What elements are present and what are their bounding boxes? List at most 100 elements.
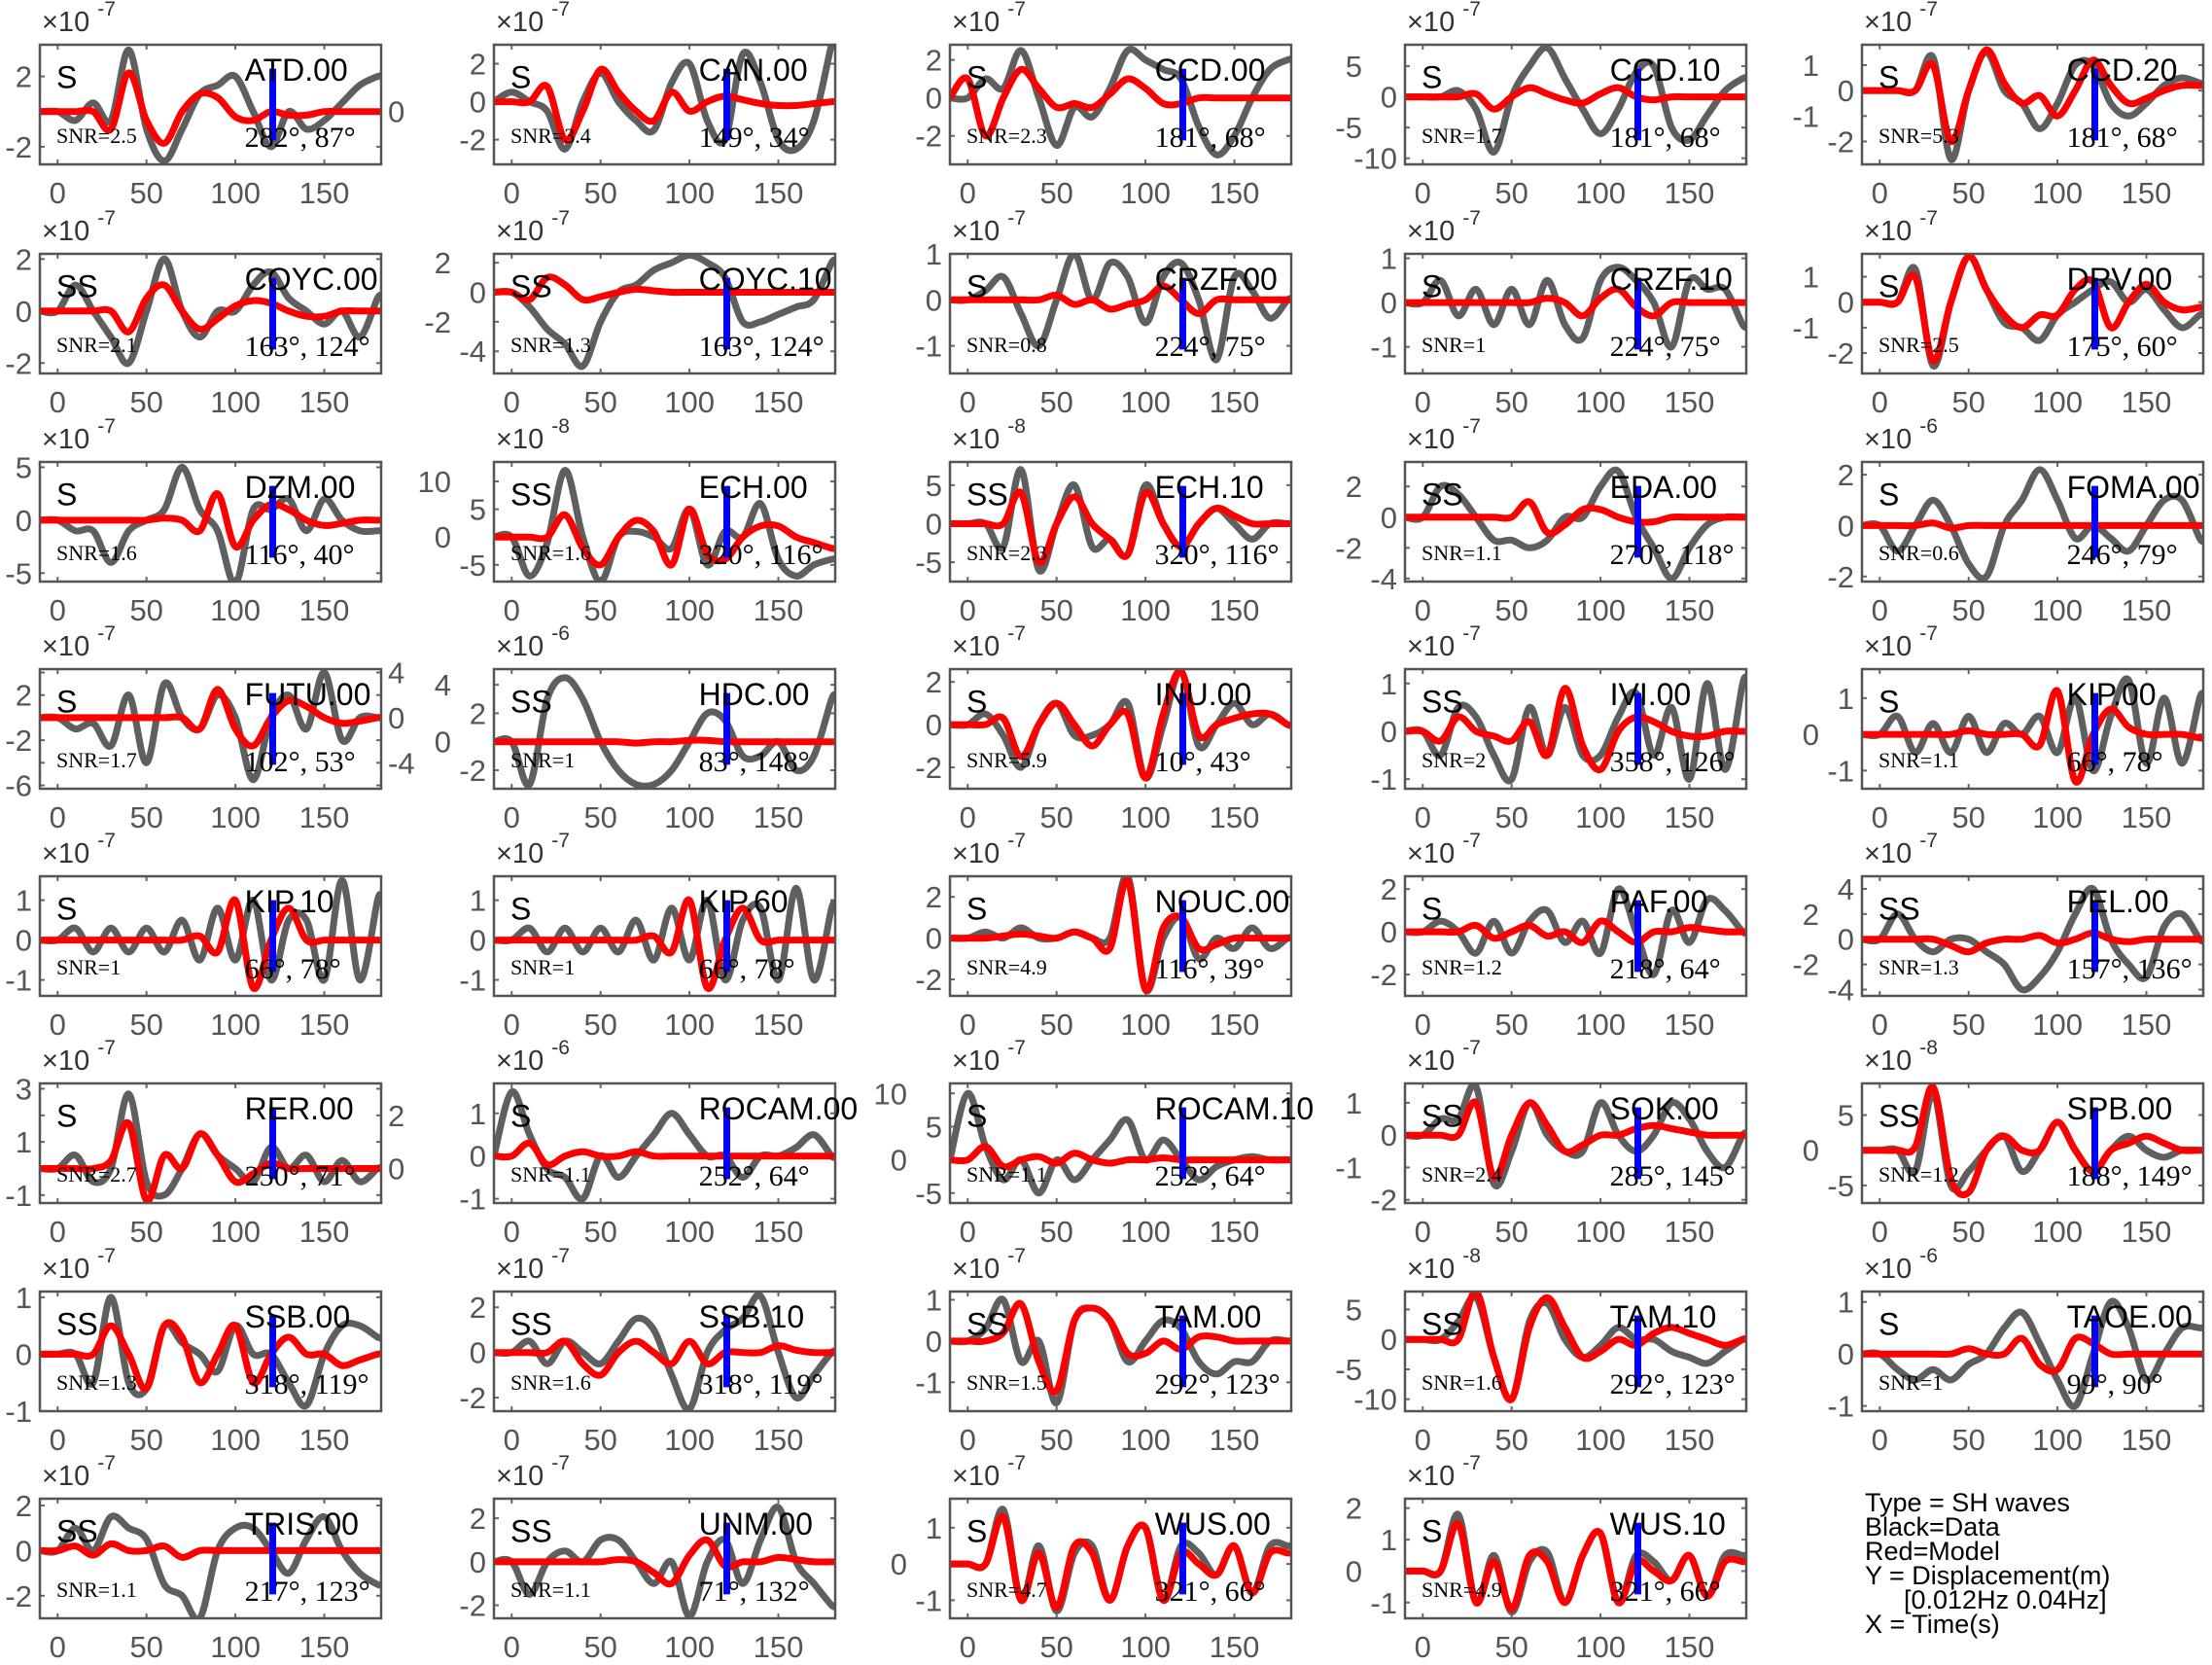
model-trace	[1405, 84, 1746, 113]
exponent-base: ×10	[496, 631, 551, 662]
y-tick-label: 0	[435, 520, 451, 554]
trace-group	[1405, 1292, 1746, 1403]
azimuth-takeoff-label: 181°, 68°	[1610, 122, 1721, 154]
azimuth-takeoff-label: 246°, 79°	[2067, 539, 2178, 571]
axes-box	[38, 874, 383, 998]
station-label: HDC.00	[699, 677, 810, 712]
y-tick-label: 5	[470, 493, 486, 527]
phase-label: S	[56, 477, 77, 512]
legend-line: Y = Displacement(m)	[1865, 1561, 2110, 1590]
x-tick-label: 0	[50, 593, 66, 627]
x-tick-label: 0	[50, 1423, 66, 1457]
station-label: SSB.10	[699, 1299, 805, 1334]
exponent-base: ×10	[952, 1045, 1007, 1077]
snr-label: SNR=1.1	[510, 1577, 591, 1602]
axes-box	[38, 1081, 383, 1205]
phase-label: S	[966, 268, 987, 303]
y-tick-label: 0	[1381, 715, 1397, 749]
y-tick-label: 0	[470, 924, 486, 958]
y-tick-label: 2	[16, 242, 32, 276]
trace-group	[494, 467, 835, 582]
subplot-tris-00: 0 50 100 150 -2 0 2 ×10 -7 SS TRIS.00 SNR=1.1 217°,…	[5, 1452, 383, 1664]
trace-group	[40, 1090, 381, 1203]
station-label: COYC.10	[699, 262, 832, 297]
axes-box	[948, 874, 1293, 998]
exponent-value: -7	[1919, 207, 1938, 230]
y-tick-label: -2	[1827, 337, 1854, 371]
phase-label: S	[966, 1098, 987, 1133]
station-label: TAM.10	[1610, 1299, 1717, 1334]
station-label: FOMA.00	[2067, 470, 2200, 505]
axes-box	[38, 1497, 383, 1620]
y-tick-label: -1	[1827, 754, 1854, 788]
snr-label: SNR=1.5	[966, 1370, 1047, 1395]
model-trace	[950, 1299, 1291, 1396]
trace-group	[40, 1512, 381, 1618]
model-trace	[494, 65, 835, 144]
x-tick-label: 50	[583, 1008, 616, 1042]
x-tick-label: 100	[210, 1630, 261, 1664]
y-tick-label: 0	[470, 275, 486, 309]
x-tick-label: 100	[1575, 176, 1626, 210]
x-tick-label: 50	[1494, 1423, 1527, 1457]
y-exponent-label: ×10 -6	[496, 1037, 570, 1077]
snr-label: SNR=1.6	[1422, 1370, 1502, 1395]
model-trace	[494, 506, 835, 569]
x-tick-label: 150	[1665, 1423, 1715, 1457]
trace-group	[494, 1504, 835, 1618]
x-tick-label: 100	[1575, 385, 1626, 419]
snr-label: SNR=2.4	[1422, 1162, 1502, 1187]
station-label: SOK.00	[1610, 1091, 1719, 1126]
model-trace	[494, 1139, 835, 1169]
x-tick-label: 150	[2122, 176, 2172, 210]
x-tick-label: 100	[2032, 800, 2083, 834]
exponent-value: -7	[551, 0, 570, 20]
y-exponent-label: ×10 -7	[1407, 1037, 1481, 1077]
snr-label: SNR=0.8	[966, 333, 1047, 357]
x-tick-label: 0	[1415, 385, 1431, 419]
x-tick-label: 150	[1665, 1008, 1715, 1042]
model-trace	[1862, 1333, 2203, 1375]
y-tick-label: -2	[459, 124, 486, 158]
station-label: ROCAM.10	[1155, 1091, 1315, 1126]
azimuth-takeoff-label: 181°, 68°	[1155, 122, 1266, 154]
exponent-base: ×10	[1407, 631, 1462, 662]
x-tick-label: 0	[960, 1630, 976, 1664]
y-exponent-label: ×10 -7	[952, 0, 1026, 38]
subplot-inu-00: 0 50 100 150 -2 0 2 ×10 -7 S INU.00 SNR=5.9 10°, 43…	[915, 622, 1293, 834]
y-tick-label: 0	[1838, 286, 1854, 320]
snr-label: SNR=1	[510, 955, 575, 979]
snr-label: SNR=1.2	[1422, 955, 1502, 979]
y-tick-label: 0	[926, 922, 942, 956]
exponent-value: -7	[1007, 622, 1026, 645]
axes-box	[38, 1290, 383, 1413]
x-tick-label: 0	[1872, 176, 1888, 210]
exponent-base: ×10	[496, 1254, 551, 1285]
phase-label: SS	[1878, 1098, 1920, 1133]
phase-label: S	[966, 59, 987, 94]
y-tick-label: 2	[1381, 872, 1397, 906]
azimuth-takeoff-label: 292°, 123°	[1610, 1368, 1736, 1400]
trace-group	[40, 669, 381, 784]
x-tick-label: 0	[960, 1215, 976, 1249]
x-tick-label: 50	[1494, 1008, 1527, 1042]
y-tick-label: -1	[915, 1583, 942, 1617]
phase-label: S	[56, 684, 77, 719]
exponent-base: ×10	[1864, 631, 1919, 662]
x-tick-label: 50	[1494, 1630, 1527, 1664]
x-tick-label: 50	[1494, 385, 1527, 419]
y-exponent-label: ×10 -7	[1407, 207, 1481, 247]
snr-label: SNR=2.3	[966, 124, 1047, 148]
exponent-value: -7	[97, 830, 116, 852]
phase-label: S	[1422, 268, 1442, 303]
trace-group	[1405, 885, 1746, 978]
station-label: CRZF.10	[1610, 262, 1733, 297]
x-tick-label: 150	[1210, 1008, 1260, 1042]
y-tick-label: 4	[435, 668, 451, 702]
x-tick-label: 0	[50, 800, 66, 834]
subplot-tam-00: 0 50 100 150 -1 0 1 ×10 -7 SS TAM.00 SNR=1.5 292°, …	[915, 1245, 1293, 1457]
y-tick-label: 2	[1346, 1492, 1362, 1526]
